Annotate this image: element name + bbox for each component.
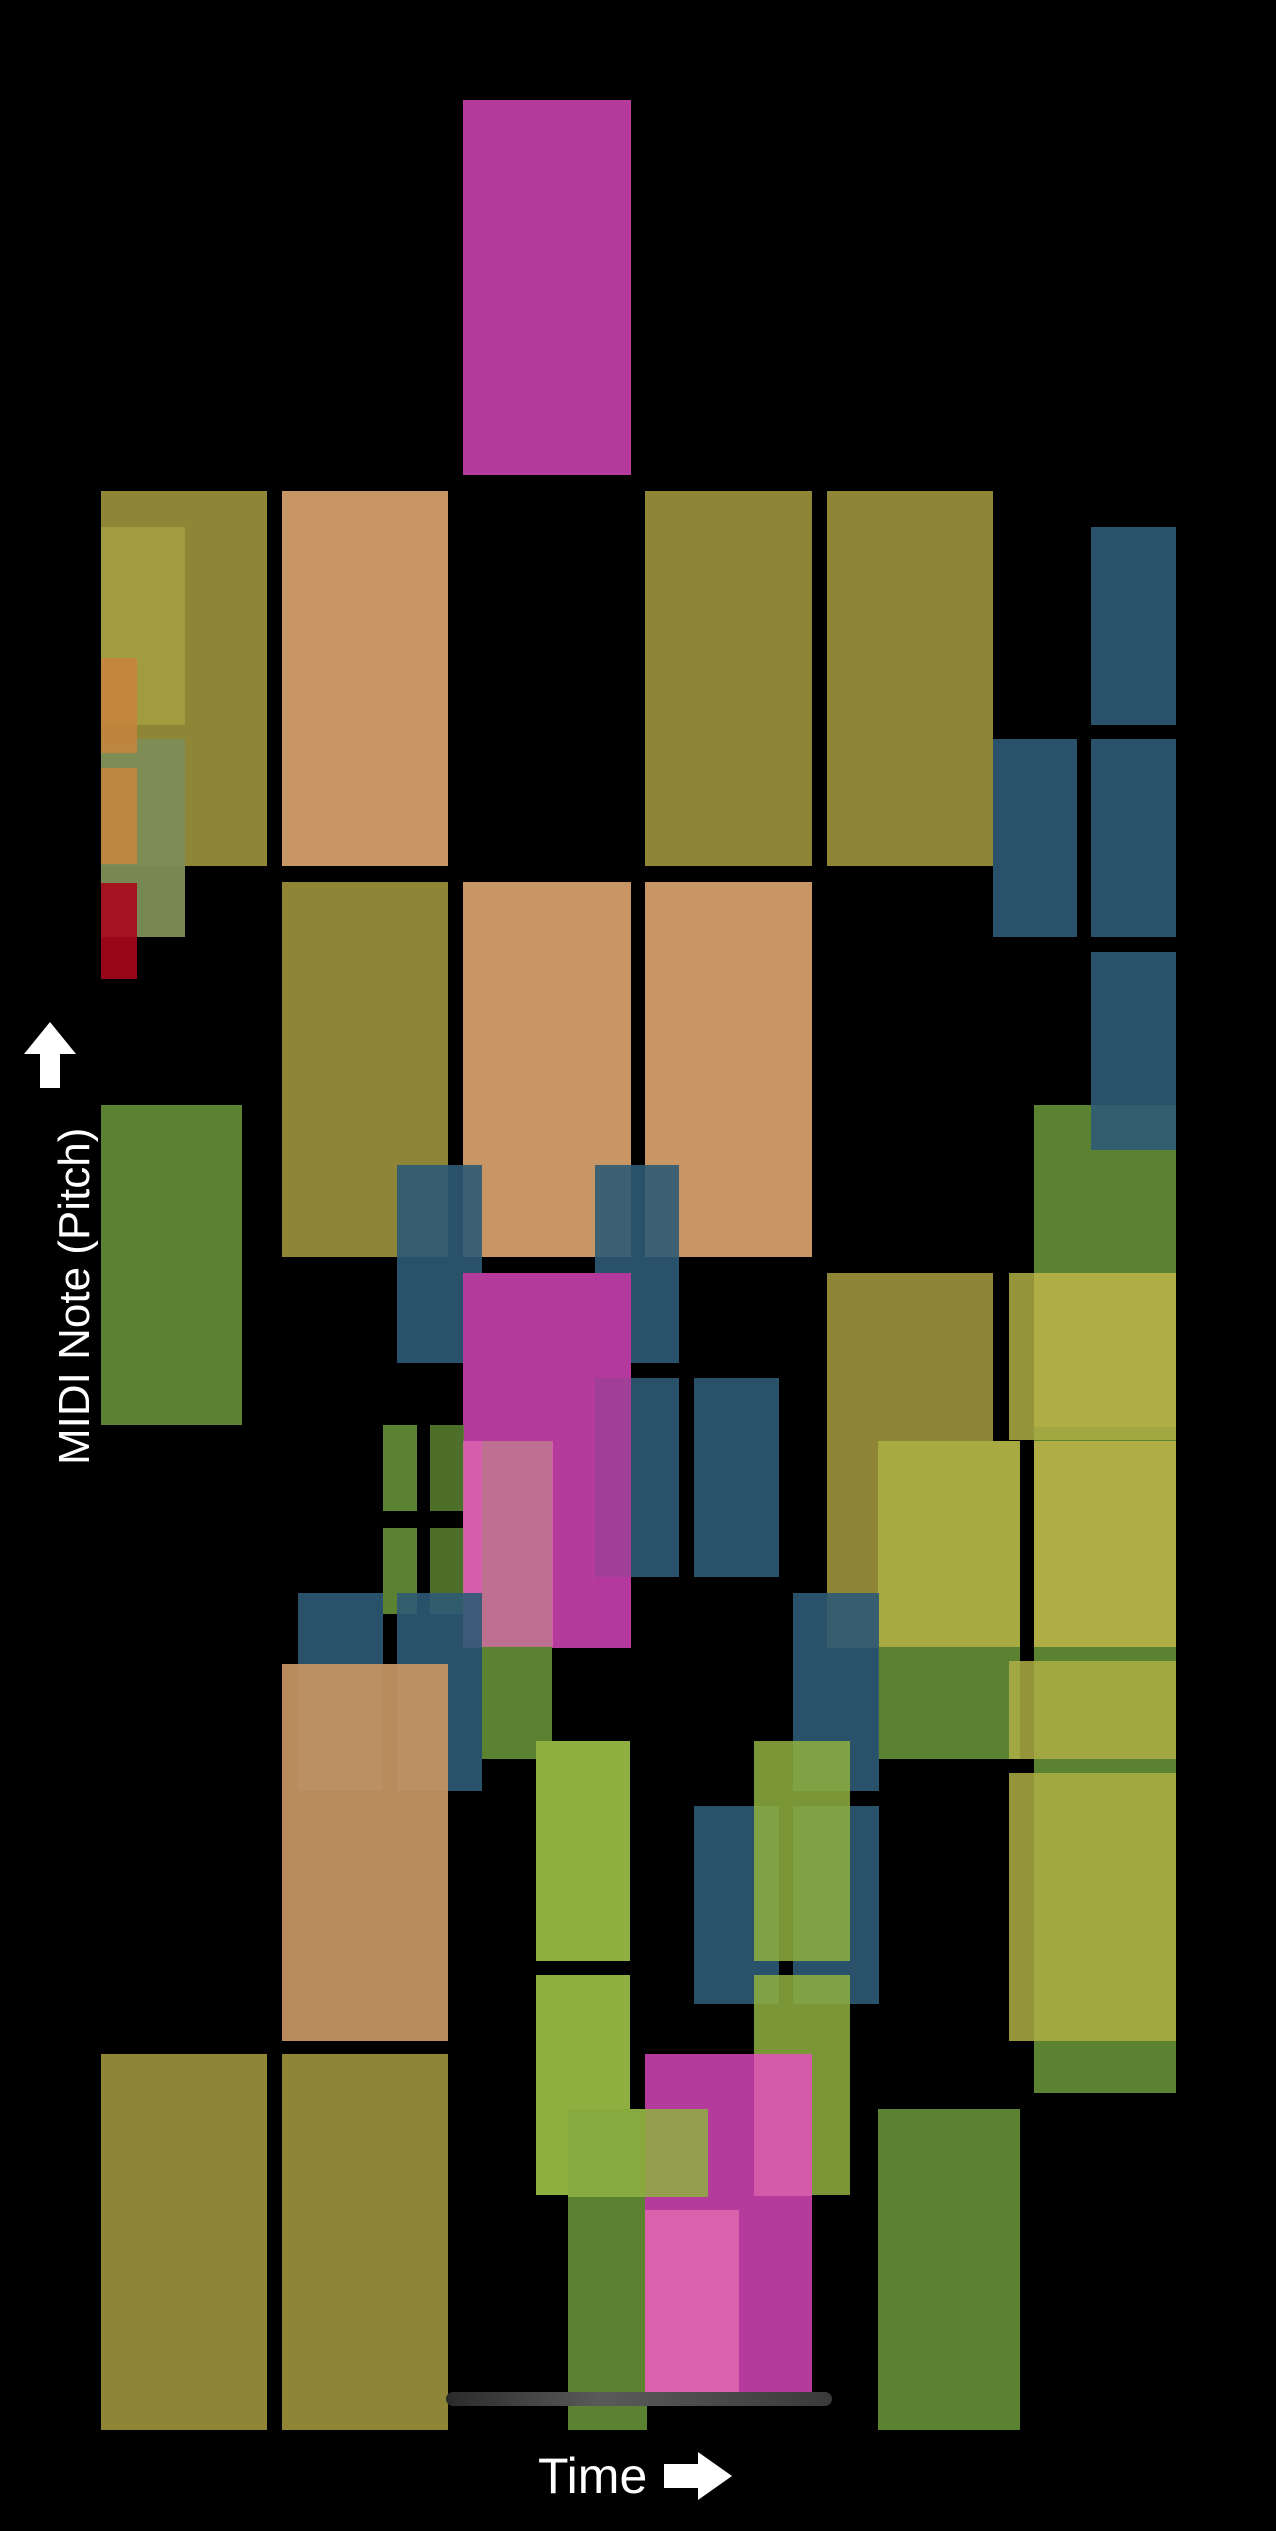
note-block[interactable] [878,2109,1020,2430]
note-block[interactable] [595,1273,631,1648]
note-block[interactable] [878,1441,1020,1647]
y-axis-label: MIDI Note (Pitch) [50,1127,99,1465]
note-block[interactable] [1009,1661,1176,1759]
x-axis-label: Time [538,2448,648,2504]
note-block[interactable] [536,1741,630,1961]
note-block[interactable] [645,2210,739,2394]
note-block[interactable] [1009,1773,1176,2041]
note-block[interactable] [1091,952,1176,1150]
note-block[interactable] [1034,1441,1176,1647]
note-block[interactable] [101,658,137,753]
note-block[interactable] [101,1105,242,1425]
arrow-right-icon [662,2450,734,2502]
note-block[interactable] [430,1425,464,1511]
note-block[interactable] [282,1664,448,2041]
note-block[interactable] [827,491,993,866]
y-axis-label-group: MIDI Note (Pitch) [22,1020,99,1500]
note-block[interactable] [1091,527,1176,725]
note-block[interactable] [383,1425,417,1511]
note-block[interactable] [754,1741,850,1961]
note-block[interactable] [754,2054,812,2196]
note-block[interactable] [282,491,448,866]
x-axis-label-group: Time [538,2446,738,2506]
note-block[interactable] [101,768,137,864]
note-block[interactable] [101,883,137,979]
note-block[interactable] [1091,739,1176,937]
note-block[interactable] [101,2054,267,2430]
arrow-up-icon [22,1020,78,1090]
note-block[interactable] [1009,1273,1176,1440]
horizontal-scrollbar[interactable] [446,2392,832,2406]
note-block[interactable] [645,491,812,866]
note-block[interactable] [463,100,631,475]
note-block[interactable] [993,739,1077,937]
note-block[interactable] [282,2054,448,2430]
note-block[interactable] [568,2109,708,2197]
note-block[interactable] [694,1378,779,1577]
